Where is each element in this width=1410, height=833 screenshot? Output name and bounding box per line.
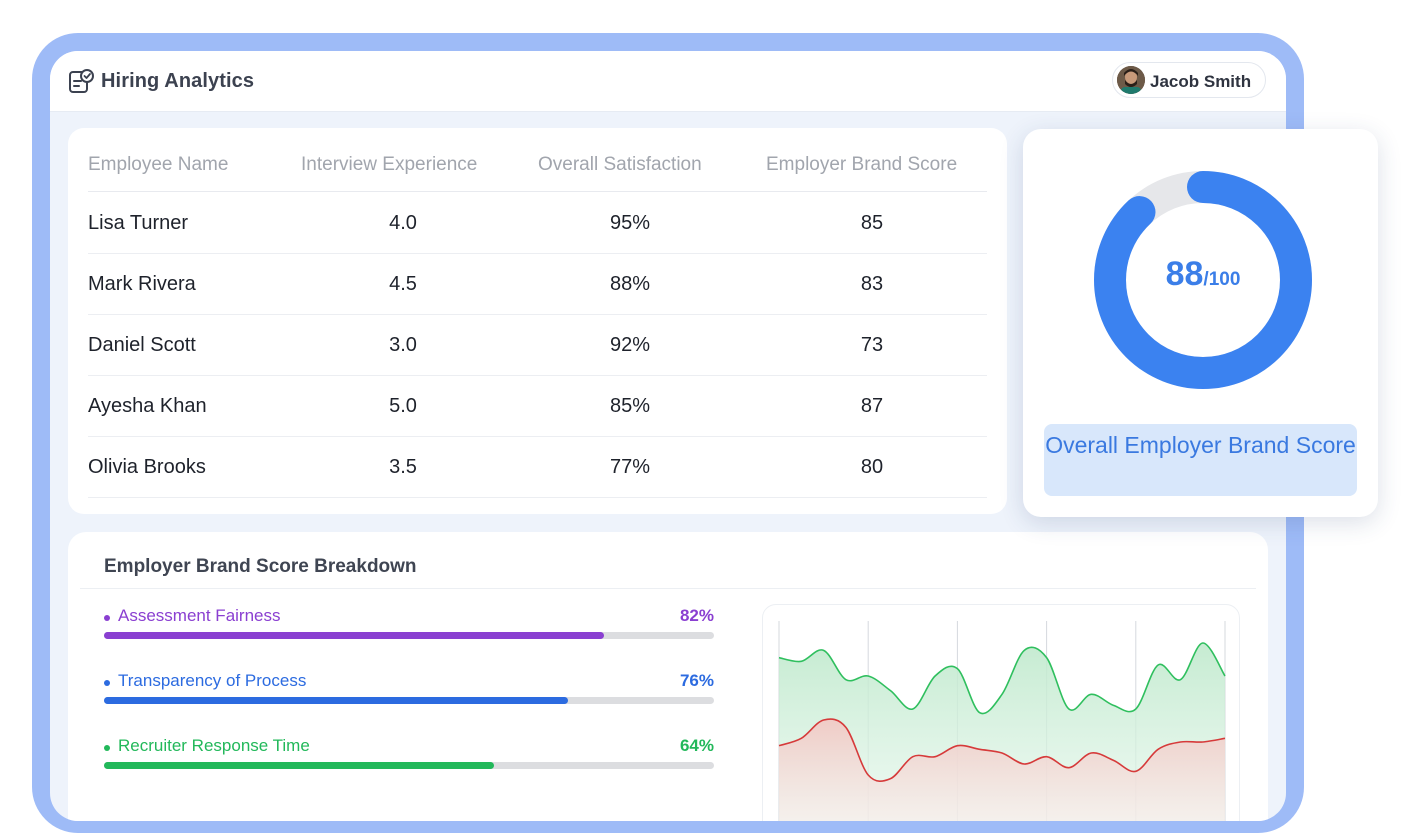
metric-recruiter-response-time: Recruiter Response Time 64% — [104, 736, 714, 786]
cell-employee-name: Olivia Brooks — [88, 456, 206, 478]
app-title: Hiring Analytics — [101, 70, 255, 92]
brand-score-breakdown: Employer Brand Score Breakdown Assessmen… — [68, 532, 1268, 821]
metric-label: Transparency of Process — [118, 671, 307, 690]
cell-satisfaction: 92% — [609, 334, 651, 356]
metric-value: 64% — [679, 736, 714, 755]
user-avatar-icon — [1117, 66, 1145, 94]
breakdown-title: Employer Brand Score Breakdown — [104, 556, 417, 577]
user-profile-button[interactable]: Jacob Smith — [1112, 62, 1266, 98]
app-header: Hiring Analytics Jacob Smith — [50, 51, 1286, 112]
cell-interview: 3.5 — [389, 456, 417, 478]
table-row[interactable]: Lisa Turner 4.0 95% 85 — [88, 192, 987, 254]
cell-employee-name: Daniel Scott — [88, 334, 196, 356]
cell-brand-score: 80 — [860, 456, 884, 478]
table-row[interactable]: Ayesha Khan 5.0 85% 87 — [88, 375, 987, 437]
avatar — [1117, 66, 1145, 94]
cell-interview: 5.0 — [389, 395, 417, 417]
progress-track — [104, 697, 714, 704]
progress-track — [104, 762, 714, 769]
breakdown-divider — [80, 588, 1256, 589]
metric-label: Assessment Fairness — [118, 606, 281, 625]
metric-value: 76% — [679, 671, 714, 690]
metric-transparency-of-process: Transparency of Process 76% — [104, 671, 714, 721]
column-header-interview: Interview Experience — [301, 154, 478, 175]
score-number: 88 — [1165, 255, 1204, 293]
bullet-dot-icon — [104, 745, 110, 751]
column-header-satisfaction: Overall Satisfaction — [538, 154, 702, 175]
progress-track — [104, 632, 714, 639]
series-2-area — [779, 719, 1225, 821]
table-row[interactable]: Daniel Scott 3.0 92% 73 — [88, 314, 987, 376]
score-value: 88/100 — [1094, 255, 1312, 294]
bullet-dot-icon — [104, 680, 110, 686]
cell-satisfaction: 77% — [609, 456, 651, 478]
cell-brand-score: 85 — [860, 212, 884, 234]
cell-satisfaction: 85% — [609, 395, 651, 417]
cell-interview: 4.0 — [389, 212, 417, 234]
score-gauge — [1094, 171, 1312, 389]
cell-employee-name: Lisa Turner — [88, 212, 189, 234]
table-row[interactable]: Olivia Brooks 3.5 77% 80 — [88, 436, 987, 498]
cell-interview: 3.0 — [389, 334, 417, 356]
cell-brand-score: 73 — [860, 334, 884, 356]
trend-chart — [762, 604, 1240, 821]
series-2-line — [778, 718, 1226, 782]
bullet-dot-icon — [104, 615, 110, 621]
user-name: Jacob Smith — [1150, 72, 1252, 91]
progress-fill — [104, 697, 568, 704]
score-max: /100 — [1203, 269, 1241, 290]
clipboard-check-icon — [69, 69, 94, 93]
cell-interview: 4.5 — [389, 273, 417, 295]
cell-employee-name: Mark Rivera — [88, 273, 196, 295]
progress-fill — [104, 762, 495, 769]
employee-table: Employee Name Interview Experience Overa… — [68, 128, 1007, 514]
cell-brand-score: 83 — [860, 273, 884, 295]
cell-employee-name: Ayesha Khan — [88, 395, 207, 417]
metric-label: Recruiter Response Time — [118, 736, 310, 755]
progress-fill — [104, 632, 605, 639]
cell-satisfaction: 88% — [609, 273, 651, 295]
cell-satisfaction: 95% — [609, 212, 651, 234]
table-row[interactable]: Mark Rivera 4.5 88% 83 — [88, 253, 987, 315]
overall-score-card: 88/100 Overall Employer Brand Score — [1023, 129, 1378, 517]
score-label: Overall Employer Brand Score — [1044, 424, 1357, 496]
column-header-name: Employee Name — [88, 154, 229, 175]
header-divider — [88, 191, 987, 192]
column-header-brand-score: Employer Brand Score — [766, 154, 958, 175]
cell-brand-score: 87 — [860, 395, 884, 417]
trend-chart-svg — [778, 621, 1226, 821]
metric-assessment-fairness: Assessment Fairness 82% — [104, 606, 714, 656]
gauge-fill — [1094, 171, 1312, 389]
series-1-line — [778, 642, 1226, 715]
metric-value: 82% — [679, 606, 714, 625]
